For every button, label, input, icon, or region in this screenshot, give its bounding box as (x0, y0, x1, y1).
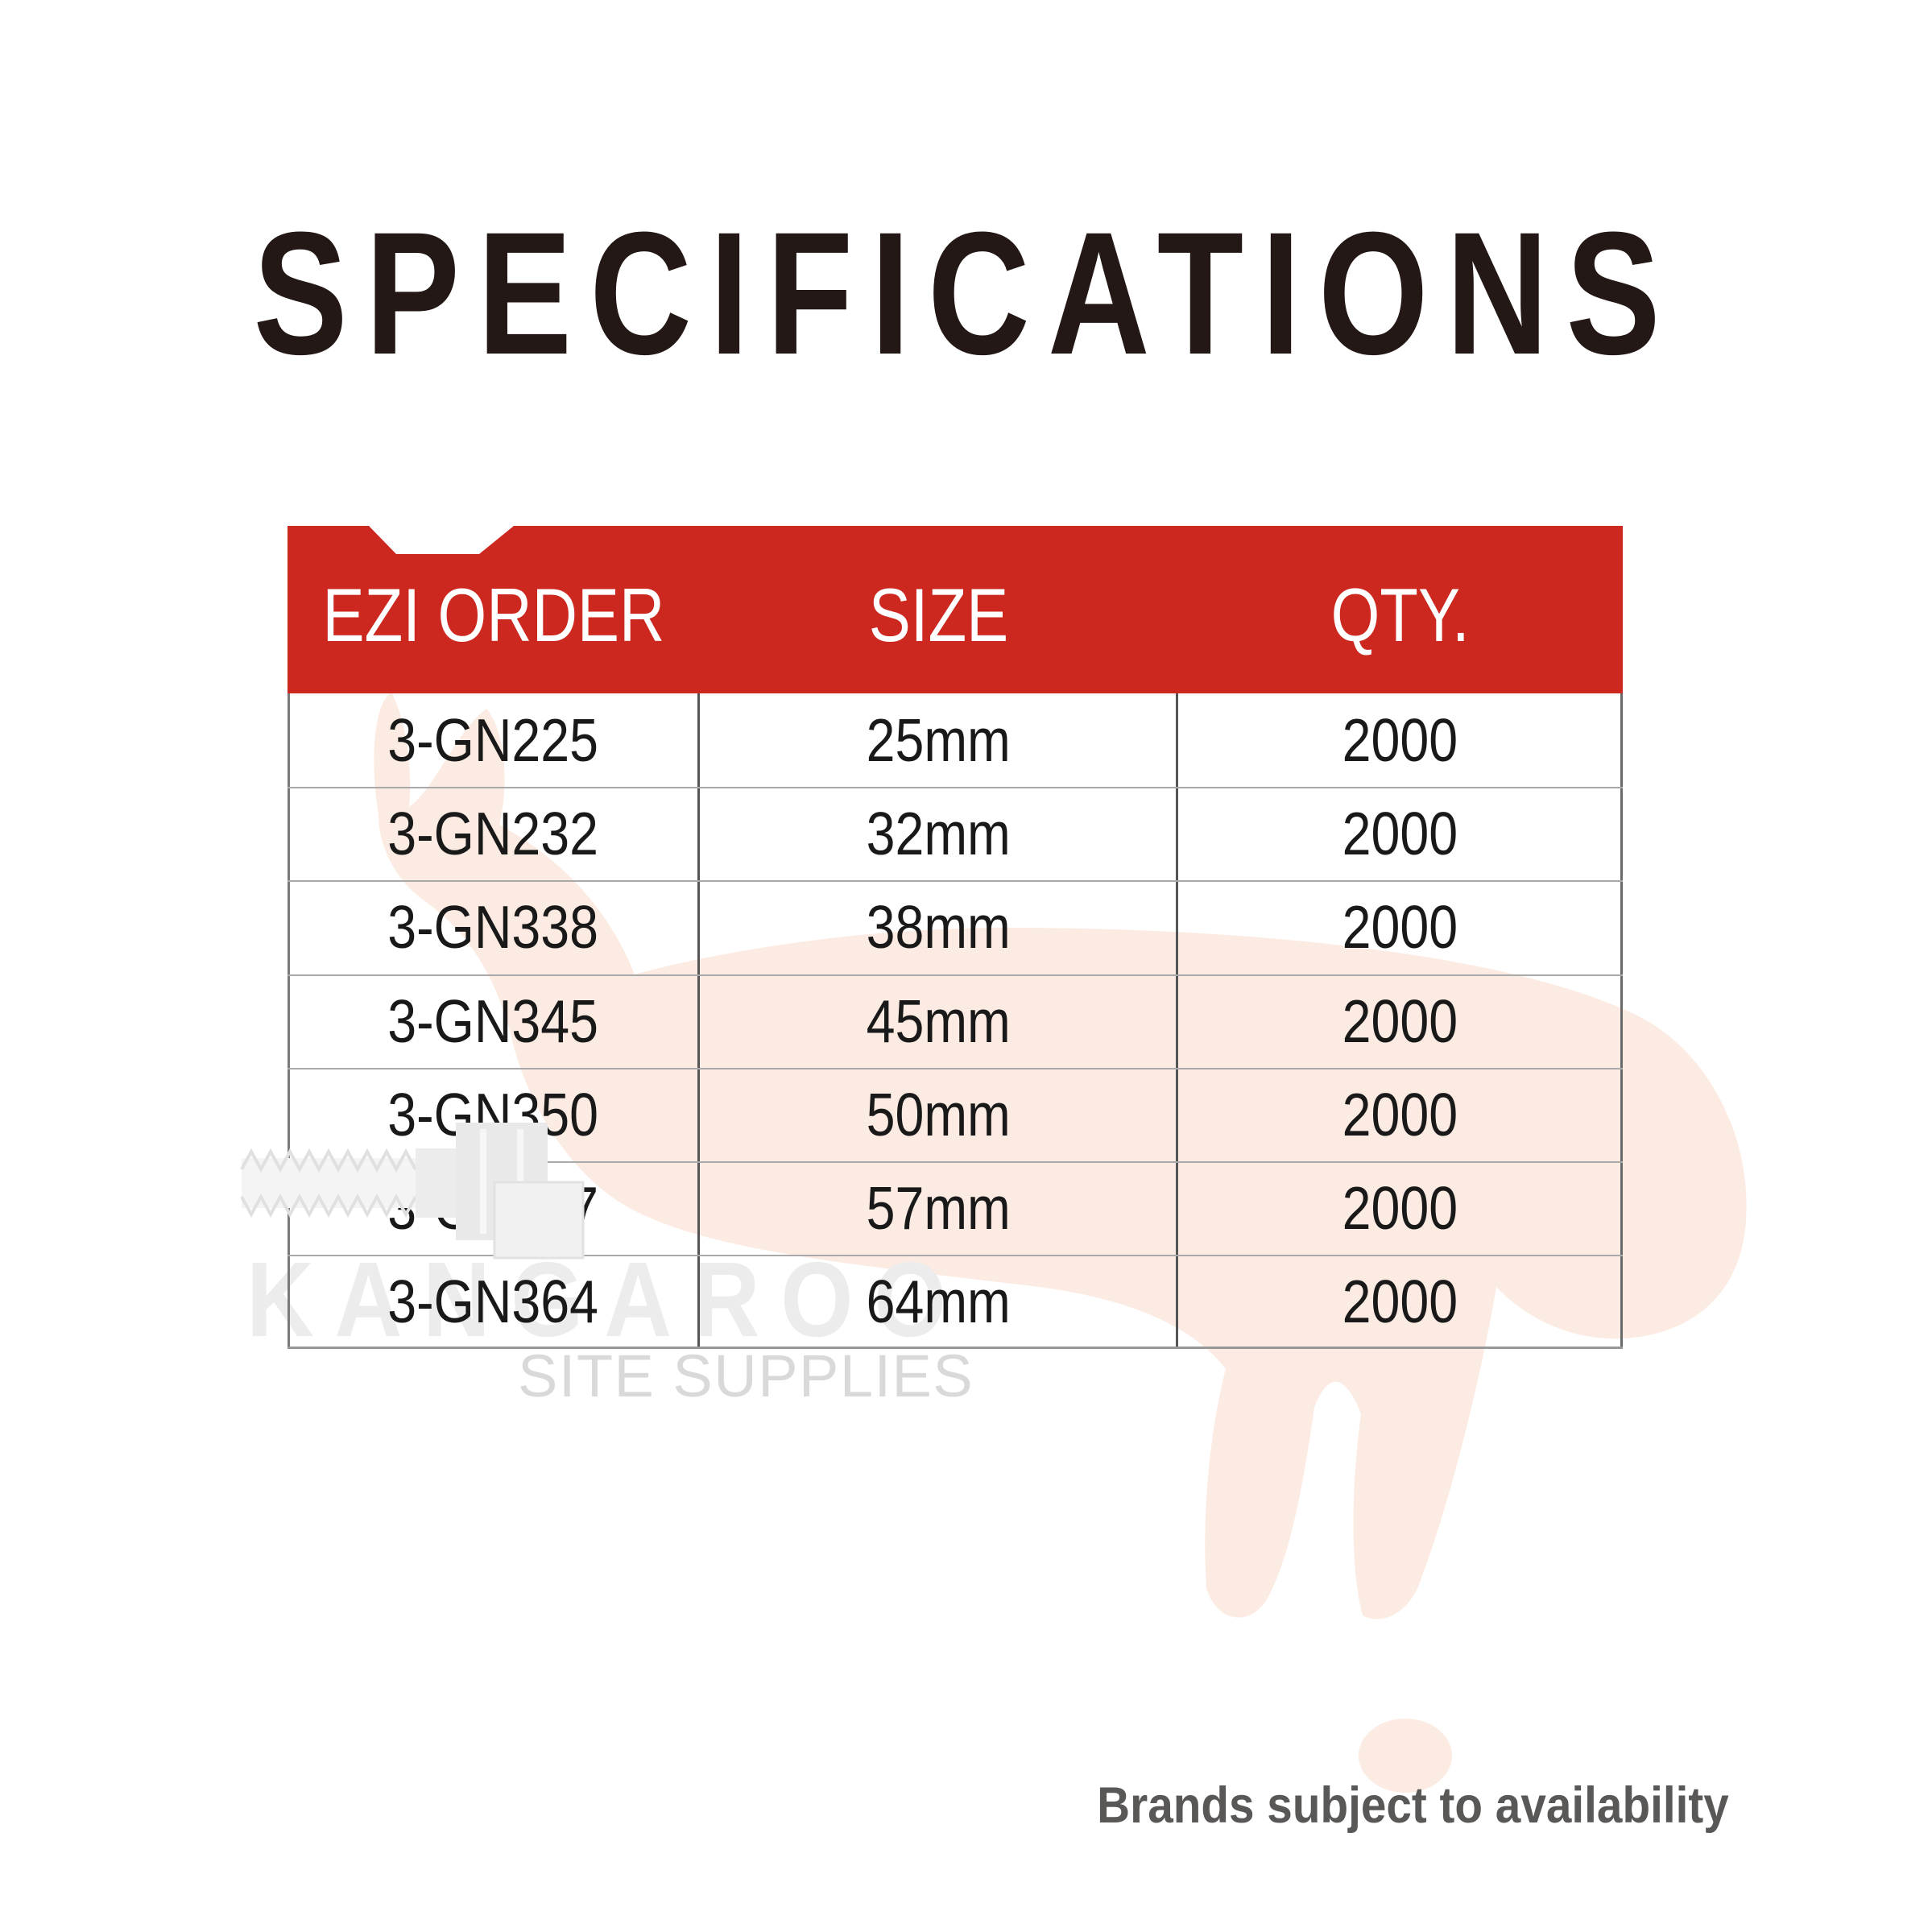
cell-order: 3-GN232 (288, 787, 699, 880)
cell-text: 2000 (1342, 893, 1458, 962)
header-label: SIZE (868, 573, 1008, 657)
cell-order: 3-GN364 (288, 1256, 699, 1349)
cell-text: 2000 (1342, 1174, 1458, 1243)
cell-text: 2000 (1342, 1268, 1458, 1336)
cell-text: 3-GN345 (387, 987, 599, 1055)
table-row: 3-GN364 64mm 2000 (288, 1256, 1623, 1349)
table-row-divider (288, 1255, 1623, 1256)
cell-text: 3-GN225 (387, 705, 599, 774)
cell-order: 3-GN225 (288, 693, 699, 787)
header-label: EZI ORDER (322, 573, 664, 657)
table-row: 3-GN225 25mm 2000 (288, 693, 1623, 787)
cell-text: 3-GN232 (387, 799, 599, 867)
table-row: 3-GN345 45mm 2000 (288, 974, 1623, 1068)
table-column-divider (697, 526, 700, 1349)
cell-size: 57mm (699, 1161, 1177, 1255)
cell-text: 57mm (866, 1174, 1011, 1243)
table-header-ezi-order: EZI ORDER (288, 526, 699, 693)
table-left-border (288, 526, 290, 1349)
specifications-table: EZI ORDER SIZE QTY. 3-GN225 25mm 2000 3-… (288, 526, 1623, 1349)
cell-size: 64mm (699, 1256, 1177, 1349)
cell-qty: 2000 (1177, 1161, 1623, 1255)
cell-size: 25mm (699, 693, 1177, 787)
table-column-divider (1176, 526, 1178, 1349)
cell-text: 2000 (1342, 1080, 1458, 1148)
cell-text: 38mm (866, 893, 1011, 962)
cell-text: 64mm (866, 1268, 1011, 1336)
cell-qty: 2000 (1177, 974, 1623, 1068)
cell-qty: 2000 (1177, 881, 1623, 974)
cell-order: 3-GN338 (288, 881, 699, 974)
watermark-brand-text: KANGAROO (246, 1240, 967, 1359)
cell-size: 38mm (699, 881, 1177, 974)
cell-qty: 2000 (1177, 1256, 1623, 1349)
header-label: QTY. (1330, 573, 1470, 657)
cell-text: 32mm (866, 799, 1011, 867)
cell-text: 45mm (866, 987, 1011, 1055)
watermark-tagline-text: SITE SUPPLIES (518, 1342, 974, 1409)
cell-order: 3-GN345 (288, 974, 699, 1068)
table-bottom-border (288, 1347, 1623, 1349)
table-row-divider (288, 974, 1623, 976)
page-title-wrap: SPECIFICATIONS (0, 206, 1932, 381)
cell-text: 2000 (1342, 987, 1458, 1055)
table-row: 3-GN338 38mm 2000 (288, 881, 1623, 974)
table-row-divider (288, 880, 1623, 882)
cell-qty: 2000 (1177, 693, 1623, 787)
page-title: SPECIFICATIONS (253, 196, 1679, 391)
cell-size: 45mm (699, 974, 1177, 1068)
cell-size: 32mm (699, 787, 1177, 880)
table-row-divider (288, 1068, 1623, 1069)
cell-size: 50mm (699, 1068, 1177, 1161)
table-row-divider (288, 787, 1623, 788)
table-header-row: EZI ORDER SIZE QTY. (288, 526, 1623, 693)
cell-text: 3-GN338 (387, 893, 599, 962)
table-header-qty: QTY. (1177, 526, 1623, 693)
table-row-divider (288, 1161, 1623, 1163)
cell-text: 2000 (1342, 705, 1458, 774)
cell-text: 50mm (866, 1080, 1011, 1148)
cell-text: 25mm (866, 705, 1011, 774)
table-right-border (1620, 526, 1623, 1349)
table-row: 3-GN232 32mm 2000 (288, 787, 1623, 880)
cell-qty: 2000 (1177, 1068, 1623, 1161)
cell-text: 2000 (1342, 799, 1458, 867)
table-header-size: SIZE (699, 526, 1177, 693)
availability-note: Brands subject to availability (1097, 1777, 1729, 1834)
cell-qty: 2000 (1177, 787, 1623, 880)
cell-text: 3-GN364 (387, 1268, 599, 1336)
